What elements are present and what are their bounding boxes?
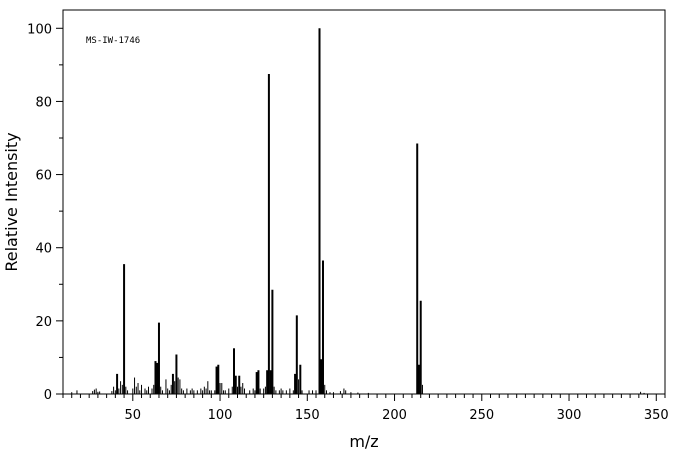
x-axis-title: m/z — [349, 432, 378, 451]
y-tick-label: 20 — [35, 315, 52, 330]
y-tick-label: 60 — [35, 169, 52, 184]
plot-frame — [62, 9, 666, 395]
x-tick-label: 350 — [644, 408, 669, 423]
y-tick-label: 0 — [44, 388, 52, 403]
axis-tick-labels: 50 100 150 200 250 300 350 0 20 40 60 80 100 — [27, 22, 669, 423]
x-tick-label: 200 — [382, 408, 407, 423]
x-tick-label: 250 — [469, 408, 494, 423]
axis-ticks — [56, 27, 666, 401]
x-tick-label: 50 — [125, 408, 142, 423]
y-axis-title: Relative Intensity — [2, 132, 21, 271]
y-tick-label: 100 — [27, 22, 52, 37]
peak-bars — [71, 28, 645, 394]
y-tick-label: 80 — [35, 95, 52, 110]
x-tick-label: 100 — [208, 408, 233, 423]
x-tick-label: 300 — [557, 408, 582, 423]
x-tick-label: 150 — [295, 408, 320, 423]
spectrum-id-label: MS-IW-1746 — [86, 36, 140, 46]
y-tick-label: 40 — [35, 242, 52, 257]
